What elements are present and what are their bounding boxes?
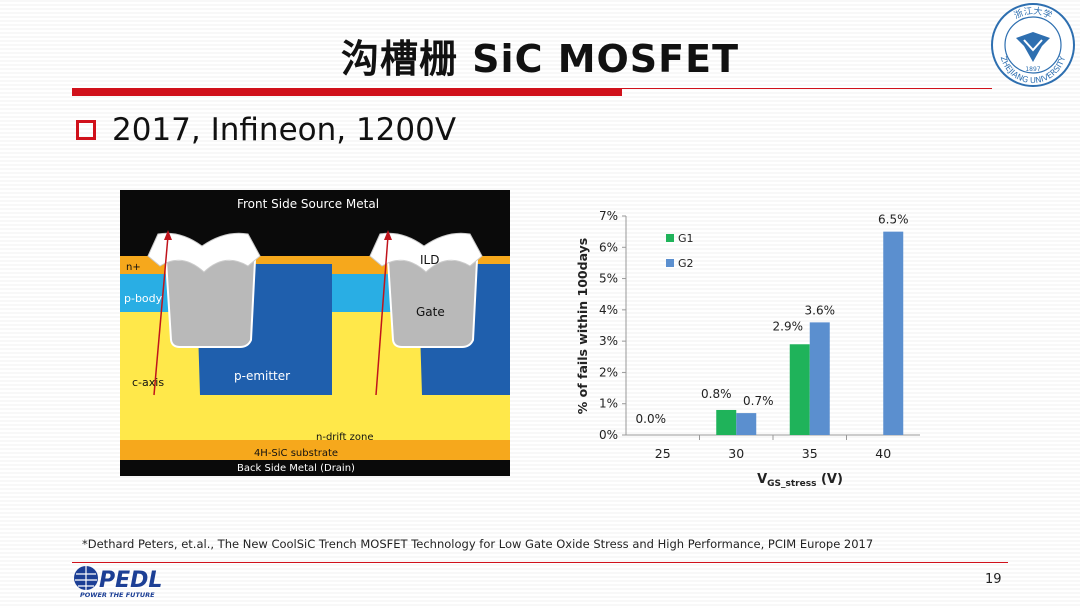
legend-swatch-g2: [666, 259, 674, 267]
label-back-metal: Back Side Metal (Drain): [237, 463, 355, 474]
data-label: 0.7%: [743, 394, 774, 408]
data-label: 0.8%: [701, 387, 732, 401]
reference-footnote: *Dethard Peters, et.al., The New CoolSiC…: [82, 537, 874, 551]
bar-g2-35: [809, 322, 830, 435]
y-tick-label: 4%: [599, 303, 618, 317]
bar-g1-35: [789, 344, 810, 435]
chart-axes: [622, 215, 920, 440]
bar-g2-40: [883, 231, 904, 435]
footer-divider: [72, 562, 1008, 563]
slide-title: 沟槽栅 SiC MOSFET: [340, 37, 740, 81]
x-tick-label: 40: [875, 446, 891, 461]
ild-right: [369, 232, 483, 273]
y-tick-label: 0%: [599, 428, 618, 442]
bar-g1-30: [716, 409, 737, 435]
pedl-logo: PEDL POWER THE FUTURE: [74, 566, 162, 599]
legend-swatch-g1: [666, 234, 674, 242]
y-tick-label: 5%: [599, 272, 618, 286]
page-number: 19: [985, 572, 1002, 587]
y-tick-label: 1%: [599, 397, 618, 411]
seal-year: 1897: [1025, 66, 1040, 73]
label-n-drift: n-drift zone: [316, 432, 374, 443]
c-axis-arrowhead-right: [384, 230, 392, 240]
x-axis-label-main: V: [757, 472, 767, 487]
data-label: 2.9%: [773, 319, 804, 333]
bullet-square-icon: [76, 120, 96, 140]
data-label: 0.0%: [636, 412, 667, 426]
y-tick-label: 6%: [599, 240, 618, 254]
label-p-emitter: p-emitter: [234, 369, 290, 383]
bar-g2-30: [736, 413, 757, 435]
pedl-tagline: POWER THE FUTURE: [80, 591, 155, 599]
x-tick-label: 30: [728, 446, 744, 461]
zju-seal-logo: ZHEJIANG UNIVERSITY 浙江大学 1897: [991, 3, 1075, 87]
chart-labels: 0% 1% 2% 3% 4% 5% 6% 7% 25 30 35 40 0.0% 0.8% 0.7% 2.9%…: [599, 209, 909, 461]
ild-left: [147, 232, 261, 273]
title-underline-thin: [622, 88, 992, 89]
gate-left: [164, 259, 257, 348]
label-n-plus: n+: [126, 262, 141, 273]
c-axis-arrow-right: [375, 235, 389, 396]
label-ild: ILD: [420, 253, 439, 267]
c-axis-arrow-left: [153, 235, 169, 396]
y-axis-label: % of fails within 100days: [575, 238, 590, 414]
trench-mosfet-cross-section: Front Side Source Metal n+ p-body ILD Ga…: [120, 190, 510, 476]
legend-label-g1: G1: [678, 232, 694, 245]
y-tick-label: 2%: [599, 365, 618, 379]
data-label: 6.5%: [878, 213, 909, 227]
legend-label-g2: G2: [678, 257, 694, 270]
label-substrate: 4H-SiC substrate: [254, 448, 338, 459]
pedl-logo-text: PEDL: [99, 568, 162, 593]
title-underline-thick: [72, 88, 622, 96]
x-axis-label-sub: GS_stress: [767, 479, 816, 489]
x-axis-label-unit: (V): [816, 472, 842, 487]
x-tick-label: 35: [802, 446, 818, 461]
failure-rate-bar-chart: 0% 1% 2% 3% 4% 5% 6% 7% 25 30 35 40 0.0% 0.8% 0.7% 2.9%…: [575, 209, 920, 489]
label-front-metal: Front Side Source Metal: [237, 197, 379, 211]
bullet-text: 2017, Infineon, 1200V: [112, 112, 457, 148]
chart-bars: [716, 231, 904, 435]
label-gate: Gate: [416, 305, 445, 319]
x-tick-label: 25: [655, 446, 671, 461]
y-tick-label: 3%: [599, 334, 618, 348]
c-axis-arrowhead-left: [164, 230, 172, 240]
data-label: 3.6%: [805, 303, 836, 317]
x-axis-label: VGS_stress (V): [757, 472, 843, 489]
label-c-axis: c-axis: [132, 376, 164, 389]
gate-right: [386, 259, 479, 348]
label-p-body: p-body: [124, 292, 163, 305]
y-tick-label: 7%: [599, 209, 618, 223]
